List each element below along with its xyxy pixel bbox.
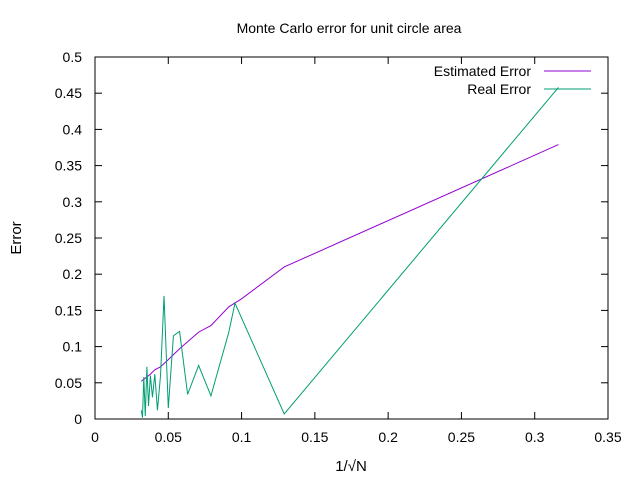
- series-layer: [140, 87, 559, 418]
- x-tick-label: 0.25: [448, 429, 475, 445]
- y-tick-label: 0.1: [63, 339, 83, 355]
- y-tick-label: 0.3: [63, 194, 83, 210]
- series-line-estimated-error: [140, 144, 559, 382]
- x-tick-label: 0.2: [378, 429, 398, 445]
- y-tick-label: 0.35: [55, 158, 82, 174]
- x-tick-label: 0.05: [155, 429, 182, 445]
- y-tick-label: 0.5: [63, 49, 83, 65]
- y-tick-label: 0.2: [63, 266, 83, 282]
- x-tick-label: 0.15: [301, 429, 328, 445]
- y-tick-label: 0.15: [55, 302, 82, 318]
- x-axis-label: 1/√N: [335, 458, 367, 475]
- x-tick-label: 0: [91, 429, 99, 445]
- y-tick-label: 0.4: [63, 121, 83, 137]
- y-tick-label: 0.45: [55, 85, 82, 101]
- legend-label-estimated-error: Estimated Error: [434, 63, 532, 79]
- y-axis-label: Error: [8, 221, 25, 254]
- y-tick-label: 0: [74, 411, 82, 427]
- plot-frame: [94, 56, 609, 420]
- y-axis: 0 0.05 0.1 0.15 0.2 0.25 0.3 0.35 0.4 0.45 0.5: [55, 49, 608, 427]
- x-tick-label: 0.1: [232, 429, 252, 445]
- chart-title: Monte Carlo error for unit circle area: [237, 20, 462, 36]
- legend: Estimated Error Real Error: [434, 63, 591, 97]
- x-tick-label: 0.3: [525, 429, 545, 445]
- series-line-real-error: [140, 87, 559, 418]
- y-tick-label: 0.05: [55, 375, 82, 391]
- x-tick-label: 0.35: [594, 429, 621, 445]
- y-tick-label: 0.25: [55, 230, 82, 246]
- legend-label-real-error: Real Error: [467, 81, 531, 97]
- x-axis: 0 0.05 0.1 0.15 0.2 0.25 0.3 0.35: [91, 57, 622, 445]
